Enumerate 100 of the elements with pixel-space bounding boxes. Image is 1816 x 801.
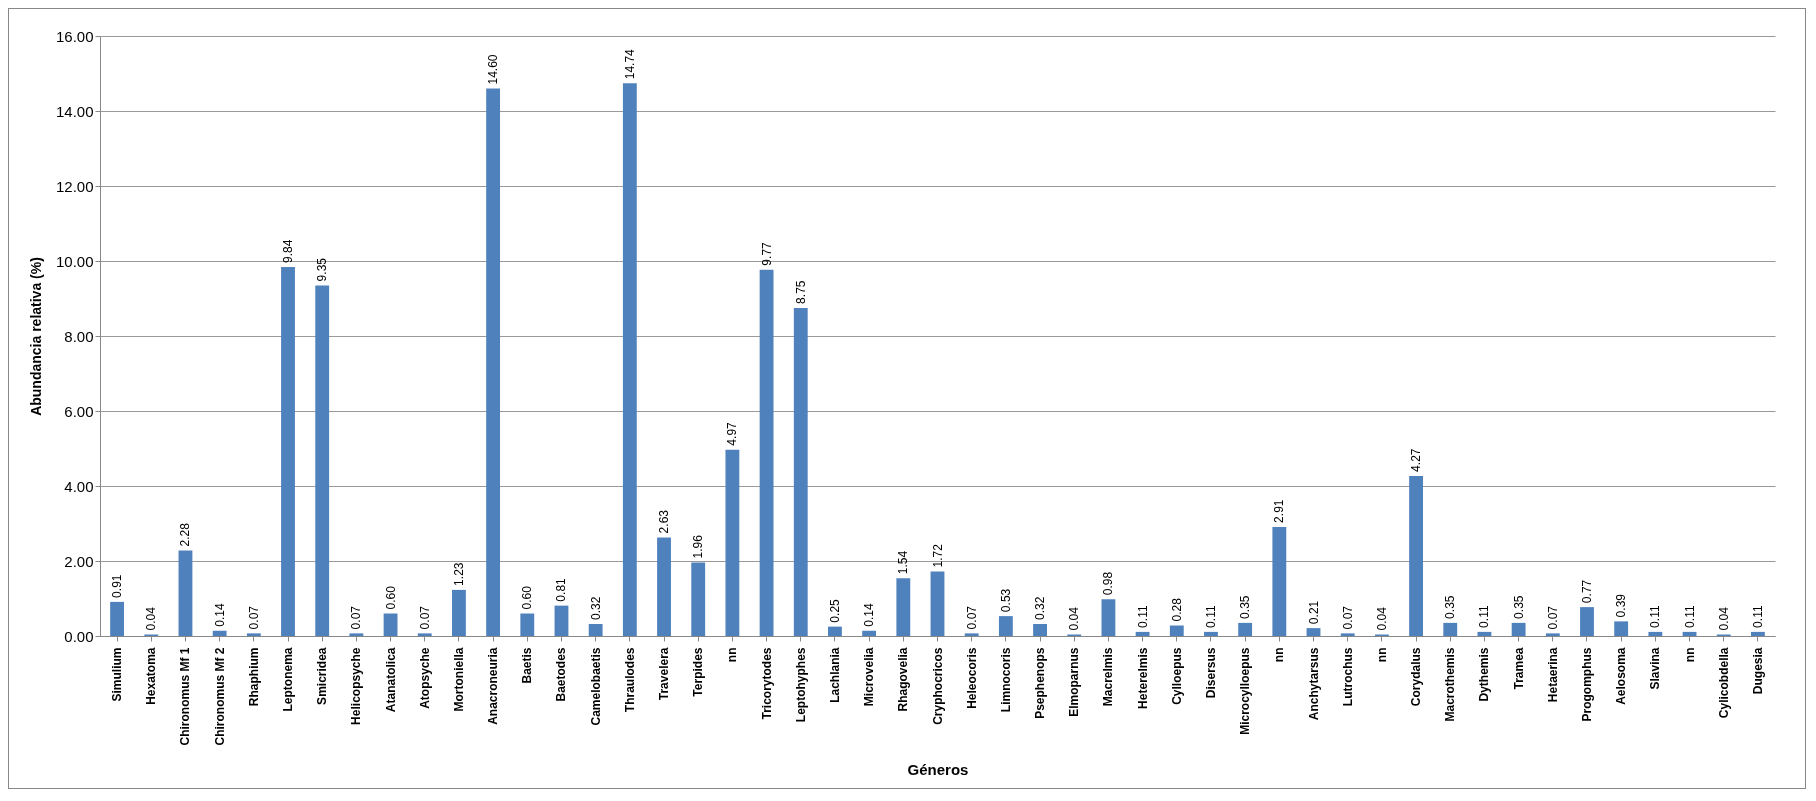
bar [657,537,671,636]
data-label: 0.04 [144,606,159,631]
x-tick-label: Anchytarsus [1306,647,1321,721]
y-tick-label: 2.00 [64,552,94,570]
data-label: 0.60 [520,585,535,610]
bar [1614,621,1629,636]
y-tick-label: 8.00 [64,327,94,345]
data-label: 0.21 [1306,600,1321,625]
data-label: 0.14 [862,603,877,627]
x-tick-label: Travelera [657,647,672,701]
bar [691,562,706,636]
bar [828,626,842,636]
bar [793,307,808,636]
bar [1409,475,1423,636]
bar [349,633,364,636]
bar [486,88,501,636]
x-tick-label: Chironomus Mf 2 [212,647,227,746]
bar [281,267,295,636]
data-label: 0.32 [1033,596,1048,620]
bar [1101,599,1116,636]
x-tick-label: Hetaerina [1545,647,1560,703]
bar [862,630,877,636]
data-label: 0.07 [349,605,364,630]
x-tick-label: Heleocoris [964,647,979,709]
x-tick-label: Leptonema [281,647,296,712]
data-label: 0.60 [383,585,398,610]
bar [759,269,774,636]
x-tick-label: Thraulodes [622,647,637,713]
bar [1306,628,1321,636]
bar [930,571,945,636]
x-tick-label: Camelobaetis [588,647,603,726]
bar [1238,622,1253,636]
data-label: 0.11 [1135,605,1150,628]
bar [1511,622,1526,636]
x-tick-label: Disersus [1203,647,1218,699]
bar [725,449,740,636]
data-label: 1.72 [930,543,945,568]
bar [622,83,637,636]
x-tick-label: Hexatoma [144,647,159,705]
data-label: 0.07 [1545,605,1560,630]
bar [896,578,911,636]
x-tick-label: Limnocoris [998,647,1013,713]
x-tick-label: Helicopsyche [349,647,364,725]
x-tick-label: Macrelmis [1101,647,1116,707]
bar [554,605,569,636]
bar [452,589,466,636]
y-axis-title: Abundancia relativa (%) [27,257,44,416]
bar [315,285,330,636]
bar [1272,526,1287,636]
bar [1545,633,1560,636]
x-tick-label: nn [1682,647,1697,663]
data-label: 0.35 [1443,595,1458,619]
data-label: 14.60 [486,54,501,85]
x-axis-title: Géneros [907,761,969,779]
bar [110,601,125,636]
data-label: 0.04 [1374,606,1389,631]
x-tick-label: Terpides [691,647,706,697]
bar [1204,631,1218,636]
bar [1750,631,1765,636]
x-tick-label: Aelosoma [1614,647,1629,705]
data-label: 0.81 [554,577,569,602]
x-tick-label: Lutrochus [1340,647,1355,707]
y-tick-label: 16.00 [55,27,94,45]
data-label: 9.77 [759,241,774,266]
x-tick-label: Mortoniella [451,647,466,712]
bar [417,633,432,636]
x-tick-label: nn [1374,647,1389,663]
data-label: 0.07 [964,605,979,630]
data-label: 0.35 [1238,595,1253,619]
x-tick-label: Microcylloepus [1238,647,1253,735]
bar [1135,631,1150,636]
data-label: 0.25 [827,598,842,623]
x-tick-label: Atopsyche [417,647,432,709]
bar [1580,607,1594,636]
bar [246,633,261,636]
data-label: 0.04 [1067,606,1082,631]
bar [520,613,535,636]
x-tick-label: Baetodes [554,647,569,702]
y-tick-label: 10.00 [55,252,94,270]
y-tick-label: 4.00 [64,477,94,495]
bar [212,630,227,636]
y-tick-label: 6.00 [64,402,94,420]
data-label: 0.11 [1477,605,1492,628]
data-label: 0.04 [1716,606,1731,631]
x-tick-label: Tramea [1511,647,1526,690]
bar [964,633,979,636]
x-tick-label: nn [725,647,740,663]
x-tick-label: Slavina [1648,647,1663,690]
data-label: 0.11 [1682,605,1697,628]
x-tick-label: Corydalus [1409,647,1424,707]
x-tick-label: Cylicobdella [1716,647,1731,719]
data-label: 0.07 [246,605,261,630]
data-label: 0.28 [1169,597,1184,622]
x-tick-label: Rhagovelia [896,647,911,712]
data-label: 9.84 [281,239,296,263]
data-label: 0.11 [1203,605,1218,628]
bar [1682,631,1697,636]
bar [1340,633,1355,636]
x-tick-label: Heterelmis [1135,647,1150,709]
x-tick-label: Microvelia [862,647,877,707]
